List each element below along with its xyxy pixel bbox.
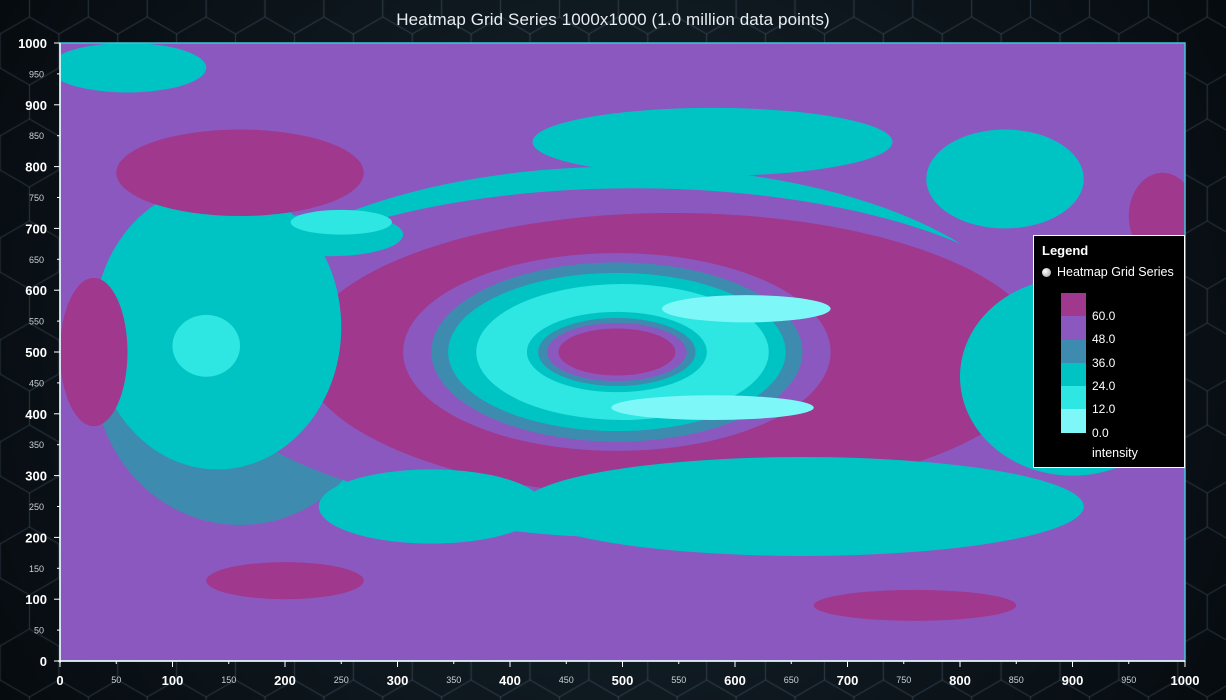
y-tick-label: 100 xyxy=(25,592,47,607)
heatmap-region-20 xyxy=(926,129,1084,229)
y-tick-label: 200 xyxy=(25,530,47,545)
x-tick-label: 950 xyxy=(1121,675,1136,685)
legend-value-label: 60.0 xyxy=(1092,309,1116,323)
x-tick-label: 350 xyxy=(446,675,461,685)
y-tick-label: 450 xyxy=(29,378,44,388)
legend-value-label: 48.0 xyxy=(1092,332,1116,347)
legend-series-label: Heatmap Grid Series xyxy=(1057,265,1174,279)
legend-value-label: 12.0 xyxy=(1092,402,1116,417)
x-tick-label: 500 xyxy=(612,673,634,688)
legend-swatch xyxy=(1061,362,1086,387)
y-tick-label: 600 xyxy=(25,283,47,298)
heatmap-region-17 xyxy=(290,209,392,235)
y-tick-label: 1000 xyxy=(18,36,47,51)
x-tick-label: 800 xyxy=(949,673,971,688)
y-tick-label: 850 xyxy=(29,131,44,141)
heatmap-region-26 xyxy=(206,562,364,600)
y-tick-label: 700 xyxy=(25,221,47,236)
x-tick-label: 850 xyxy=(1009,675,1024,685)
x-tick-label: 0 xyxy=(56,673,63,688)
legend-title: Legend xyxy=(1042,243,1089,258)
legend-value-label: 24.0 xyxy=(1092,378,1116,393)
x-tick-label: 250 xyxy=(334,675,349,685)
x-tick-label: 900 xyxy=(1062,673,1084,688)
legend-swatch xyxy=(1061,409,1086,433)
heatmap-region-27 xyxy=(813,589,1017,621)
y-tick-label: 500 xyxy=(25,345,47,360)
y-tick-label: 400 xyxy=(25,407,47,422)
legend-swatch xyxy=(1061,293,1086,317)
y-tick-label: 950 xyxy=(29,69,44,79)
y-tick-label: 550 xyxy=(29,317,44,327)
heatmap-region-9 xyxy=(611,395,814,420)
x-tick-label: 600 xyxy=(724,673,746,688)
heatmap-region-18 xyxy=(116,129,364,217)
x-tick-label: 550 xyxy=(671,675,686,685)
legend-box: Legend Heatmap Grid Series 60.0 48.0 36.0 2… xyxy=(1033,235,1185,468)
legend-value-label: 36.0 xyxy=(1092,355,1116,370)
y-tick-label: 150 xyxy=(29,564,44,574)
x-tick-label: 150 xyxy=(221,675,236,685)
x-tick-label: 300 xyxy=(387,673,409,688)
heatmap-plot-area xyxy=(60,43,1185,661)
x-tick-label: 200 xyxy=(274,673,296,688)
y-tick-label: 750 xyxy=(29,193,44,203)
heatmap-region-25 xyxy=(60,277,128,427)
heatmap-region-15 xyxy=(172,314,240,377)
x-tick-label: 100 xyxy=(162,673,184,688)
y-tick-label: 50 xyxy=(34,626,44,636)
y-tick-label: 350 xyxy=(29,440,44,450)
legend-color-scale xyxy=(1061,293,1086,433)
legend-unit-label: intensity xyxy=(1092,446,1138,460)
heatmap-region-22 xyxy=(521,457,1084,556)
y-tick-label: 250 xyxy=(29,502,44,512)
x-tick-label: 700 xyxy=(837,673,859,688)
series-marker-icon xyxy=(1042,267,1051,277)
y-tick-label: 800 xyxy=(25,160,47,175)
heatmap-region-8 xyxy=(661,295,831,323)
chart-title: Heatmap Grid Series 1000x1000 (1.0 milli… xyxy=(396,10,830,29)
legend-value-label: 0.0 xyxy=(1092,425,1109,440)
y-tick-label: 300 xyxy=(25,469,47,484)
y-tick-label: 650 xyxy=(29,255,44,265)
legend-swatch xyxy=(1061,316,1086,340)
legend-series-entry[interactable]: Heatmap Grid Series xyxy=(1042,265,1174,279)
heatmap-region-13 xyxy=(558,328,676,376)
y-tick-label: 0 xyxy=(40,654,47,669)
x-tick-label: 400 xyxy=(499,673,521,688)
x-tick-label: 1000 xyxy=(1171,673,1200,688)
heatmap-region-21 xyxy=(318,469,544,544)
x-tick-label: 650 xyxy=(784,675,799,685)
legend-swatch xyxy=(1061,386,1086,410)
x-tick-label: 750 xyxy=(896,675,911,685)
x-tick-label: 450 xyxy=(559,675,574,685)
y-tick-label: 900 xyxy=(25,98,47,113)
x-tick-label: 50 xyxy=(111,675,121,685)
heatmap-region-24 xyxy=(60,43,207,93)
legend-swatch xyxy=(1061,339,1086,363)
heatmap-region-19 xyxy=(532,107,893,176)
